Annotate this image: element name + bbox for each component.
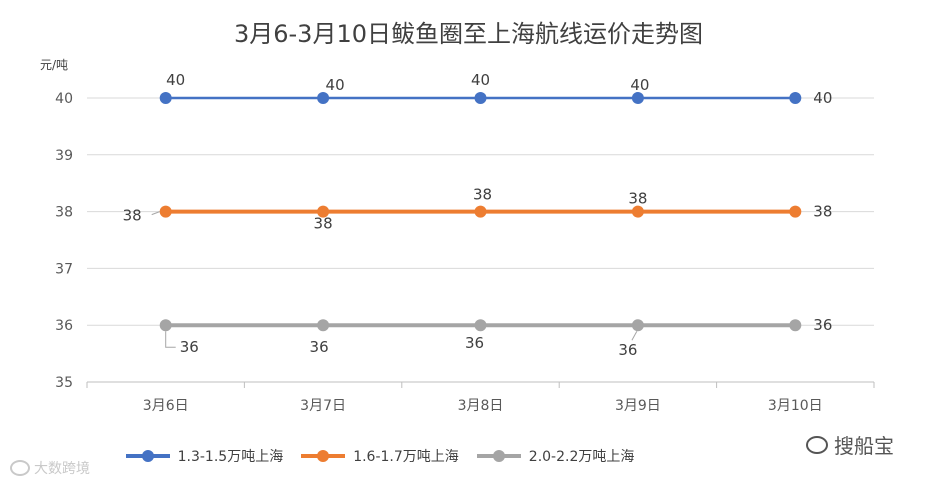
data-label: 36 — [813, 316, 832, 334]
legend-label-series-1: 1.3-1.5万吨上海 — [177, 449, 284, 465]
data-label: 36 — [310, 338, 329, 356]
data-label: 36 — [465, 334, 484, 352]
data-label: 40 — [630, 76, 649, 94]
y-tick-label: 37 — [55, 261, 73, 277]
x-tick-label: 3月6日 — [143, 398, 189, 414]
data-point — [789, 319, 802, 332]
x-tick-label: 3月10日 — [768, 398, 823, 414]
x-tick-label: 3月7日 — [300, 398, 346, 414]
data-point — [631, 92, 644, 104]
data-point — [474, 319, 487, 332]
wechat-icon — [806, 435, 828, 454]
data-point — [789, 92, 802, 104]
data-label: 40 — [471, 71, 490, 89]
data-point — [631, 319, 644, 332]
data-point — [317, 319, 330, 332]
data-point — [631, 205, 644, 218]
data-point — [789, 205, 802, 218]
legend-item-series-1: 1.3-1.5万吨上海 — [125, 446, 284, 466]
data-point — [474, 205, 487, 218]
watermark-left: 大数跨境 — [10, 458, 90, 478]
x-tick-label: 3月8日 — [458, 398, 504, 414]
data-label: 40 — [166, 71, 185, 89]
watermark-right-text: 搜船宝 — [834, 434, 894, 458]
leader-line — [165, 331, 176, 348]
y-tick-label: 40 — [55, 91, 73, 107]
watermark-left-text: 大数跨境 — [34, 461, 90, 477]
leader-line — [151, 211, 160, 216]
data-point — [317, 92, 330, 104]
data-label: 38 — [628, 190, 647, 208]
legend: 1.3-1.5万吨上海 1.6-1.7万吨上海 2.0-2.2万吨上海 — [0, 446, 760, 466]
legend-item-series-3: 2.0-2.2万吨上海 — [476, 446, 635, 466]
data-label: 38 — [813, 203, 832, 221]
legend-label-series-2: 1.6-1.7万吨上海 — [353, 449, 459, 465]
legend-swatch-series-1 — [125, 450, 170, 462]
y-tick-label: 38 — [55, 205, 73, 221]
chart-title: 3月6-3月10日鲅鱼圈至上海航线运价走势图 — [233, 20, 703, 48]
leader-line — [631, 330, 638, 341]
legend-swatch-series-3 — [476, 450, 521, 462]
data-point — [159, 319, 172, 332]
data-label: 38 — [314, 215, 333, 233]
data-point — [159, 92, 172, 104]
y-tick-label: 39 — [55, 148, 73, 164]
x-tick-label: 3月9日 — [615, 398, 661, 414]
legend-label-series-3: 2.0-2.2万吨上海 — [528, 449, 635, 465]
data-label: 36 — [180, 338, 199, 356]
watermark-right: 搜船宝 — [806, 430, 894, 459]
data-label: 40 — [813, 89, 832, 107]
y-tick-label: 36 — [55, 318, 73, 334]
data-label: 36 — [618, 341, 637, 359]
weibo-icon — [10, 460, 30, 476]
data-label: 40 — [326, 76, 345, 94]
data-point — [317, 205, 330, 218]
legend-item-series-2: 1.6-1.7万吨上海 — [301, 446, 459, 466]
y-tick-label: 35 — [55, 375, 73, 391]
data-label: 38 — [473, 186, 492, 204]
data-point — [474, 92, 487, 104]
legend-swatch-series-2 — [301, 450, 346, 462]
data-label: 38 — [123, 207, 142, 225]
y-axis-unit-label: 元/吨 — [40, 58, 69, 72]
data-point — [159, 205, 172, 218]
